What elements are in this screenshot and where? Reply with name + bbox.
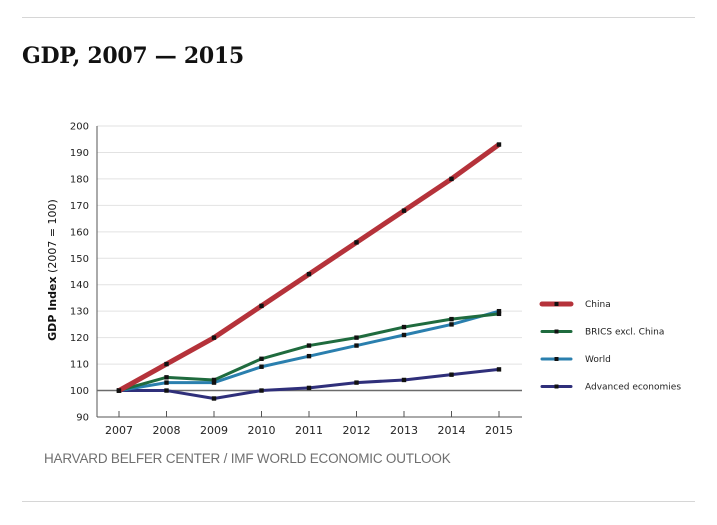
data-point-world <box>164 380 169 385</box>
data-point-advanced-economies <box>449 372 454 377</box>
legend-item-advanced-economies: Advanced economies <box>540 383 681 393</box>
x-tick-label: 2011 <box>295 424 323 437</box>
data-point-advanced-economies <box>496 367 502 372</box>
legend-marker <box>554 329 559 334</box>
x-tick-label: 2008 <box>153 424 181 437</box>
x-tick-label: 2014 <box>438 424 466 437</box>
legend-marker <box>554 384 559 389</box>
y-tick-label: 180 <box>70 174 89 185</box>
legend-label: BRICS excl. China <box>585 328 664 338</box>
y-axis-label-rest: (2007 = 100) <box>46 199 59 276</box>
source-credit: HARVARD BELFER CENTER / IMF WORLD ECONOM… <box>44 451 451 466</box>
y-axis-label: GDP Index (2007 = 100) <box>46 199 59 341</box>
x-tick-label: 2007 <box>105 424 133 437</box>
y-tick-label: 200 <box>70 122 89 133</box>
data-point-brics-excl-china <box>259 356 264 361</box>
x-tick-label: 2015 <box>485 424 513 437</box>
data-point-china <box>164 361 169 367</box>
data-point-china <box>354 240 359 245</box>
data-point-brics-excl-china <box>211 377 217 383</box>
y-tick-label: 120 <box>70 333 89 344</box>
y-tick-label: 170 <box>70 201 89 212</box>
y-tick-label: 90 <box>76 413 89 424</box>
data-point-world <box>211 380 217 385</box>
data-point-world <box>306 353 312 359</box>
data-point-brics-excl-china <box>306 343 312 348</box>
data-point-brics-excl-china <box>401 324 407 330</box>
legend-label: China <box>585 300 611 310</box>
data-point-china <box>259 303 264 309</box>
legend-marker <box>554 302 559 306</box>
data-point-advanced-economies <box>306 385 312 391</box>
y-tick-label: 110 <box>70 360 89 371</box>
legend-label: World <box>585 355 611 365</box>
data-point-advanced-economies <box>354 380 359 385</box>
x-tick-label: 2012 <box>343 424 371 437</box>
y-tick-labels: 90 100 110 120 130 140 150 160 170 180 190 200 <box>70 122 89 424</box>
gridlines <box>97 125 522 392</box>
legend-label: Advanced economies <box>585 383 681 393</box>
data-point-china <box>116 388 122 393</box>
x-tick-label: 2010 <box>248 424 276 437</box>
y-tick-label: 100 <box>70 386 89 397</box>
y-tick-label: 140 <box>70 280 89 291</box>
y-tick-label: 160 <box>70 227 89 238</box>
legend-marker <box>554 357 559 361</box>
data-point-brics-excl-china <box>354 335 359 340</box>
data-point-brics-excl-china <box>496 311 502 317</box>
y-tick-label: 130 <box>70 307 89 318</box>
x-tick-label: 2013 <box>390 424 418 437</box>
series-line-china <box>117 142 501 393</box>
data-point-world <box>259 364 264 369</box>
data-point-china <box>496 142 502 147</box>
legend-item-china: China <box>539 300 611 310</box>
data-point-world <box>401 332 407 338</box>
bottom-divider <box>22 501 695 502</box>
legend: China BRICS excl. China World Advanced econ… <box>539 300 681 393</box>
data-point-china <box>211 335 217 340</box>
data-point-brics-excl-china <box>449 316 454 322</box>
legend-item-brics-excl-china: BRICS excl. China <box>540 328 664 338</box>
data-point-china <box>401 208 407 213</box>
x-tick-label: 2009 <box>200 424 228 437</box>
legend-item-world: World <box>540 355 611 365</box>
y-axis-label-bold: GDP Index <box>46 276 59 340</box>
series-lines <box>116 142 502 401</box>
chart-title: GDP, 2007 — 2015 <box>22 43 244 69</box>
data-point-brics-excl-china <box>164 375 169 380</box>
data-point-advanced-economies <box>164 388 169 393</box>
data-point-world <box>449 322 454 327</box>
data-point-china <box>449 176 454 182</box>
data-point-advanced-economies <box>401 377 407 383</box>
y-tick-label: 190 <box>70 148 89 159</box>
data-point-china <box>306 271 312 277</box>
x-tick-labels: 2007 2008 2009 2010 2011 2012 2013 2014 2015 <box>105 424 513 437</box>
data-point-world <box>354 343 359 348</box>
data-point-world <box>496 308 502 314</box>
data-point-advanced-economies <box>259 388 264 393</box>
top-divider <box>22 17 695 18</box>
data-point-advanced-economies <box>211 396 217 401</box>
y-tick-label: 150 <box>70 254 89 265</box>
